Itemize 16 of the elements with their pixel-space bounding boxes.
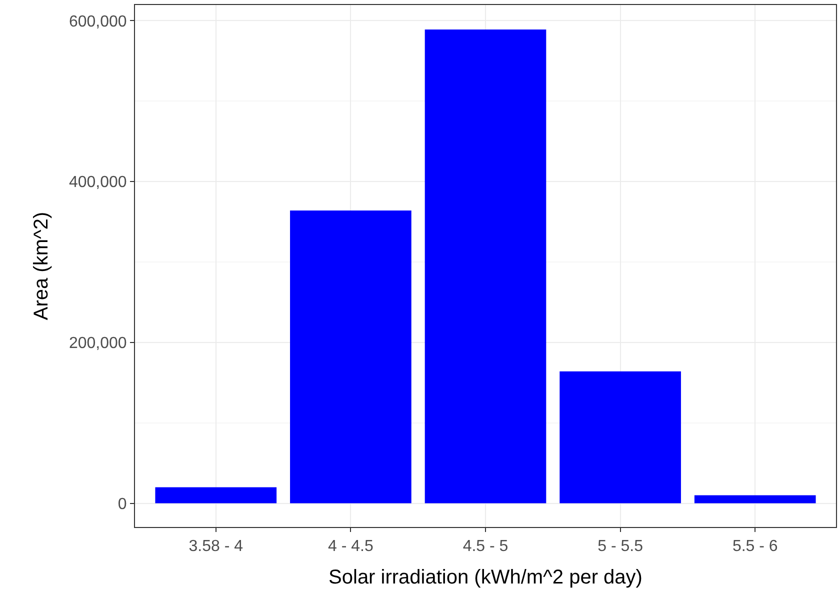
y-tick-label: 600,000: [68, 13, 127, 30]
y-tick-label: 0: [118, 496, 127, 513]
bar: [290, 210, 412, 504]
x-axis-title: Solar irradiation (kWh/m^2 per day): [328, 566, 642, 589]
x-tick-label: 5.5 - 6: [732, 538, 778, 556]
y-tick-label: 200,000: [68, 335, 127, 352]
x-tick-label: 3.58 - 4: [188, 538, 244, 556]
bar: [155, 487, 277, 504]
bar: [694, 495, 816, 504]
bar: [560, 371, 681, 504]
y-axis-title: Area (km^2): [30, 212, 52, 320]
x-tick-label: 5 - 5.5: [598, 538, 644, 556]
x-tick-label: 4 - 4.5: [328, 538, 374, 556]
y-tick-label: 400,000: [68, 174, 127, 192]
bar: [424, 30, 546, 504]
x-tick-label: 4.5 - 5: [462, 538, 508, 556]
